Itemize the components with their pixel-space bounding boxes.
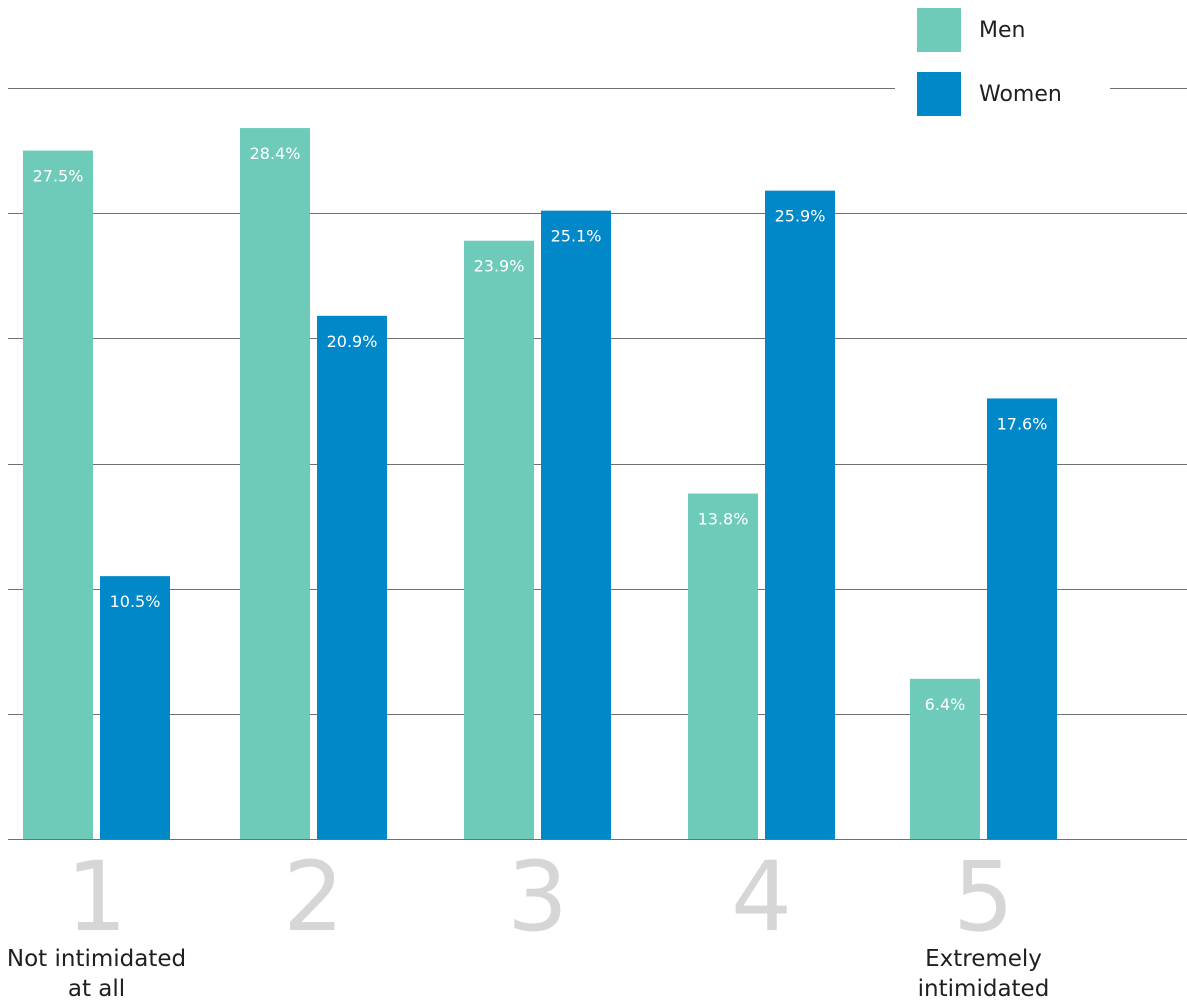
bar-value-label-women-2: 20.9% [327,332,378,351]
bars [23,128,1057,840]
category-caption-1: Not intimidated at all [7,946,186,1002]
category-captions: Not intimidated at all Extremely intimidate… [7,946,1049,1002]
bar-value-label-men-2: 28.4% [250,144,301,163]
category-number-3: 3 [507,841,568,953]
category-number-5: 5 [953,841,1014,953]
bar-value-label-women-5: 17.6% [997,414,1048,433]
category-number-1: 1 [66,841,127,953]
legend-item-women: Women [917,72,1107,120]
chart-legend: Men Women [917,8,1107,118]
bar-women-3 [541,210,611,839]
legend-swatch-women [917,72,961,116]
category-caption-5: Extremely intimidated [918,946,1050,1002]
legend-item-men: Men [917,8,1107,56]
bar-women-4 [765,190,835,840]
category-number-2: 2 [283,841,344,953]
bar-women-1 [100,576,170,839]
bar-value-label-men-1: 27.5% [33,167,84,186]
bar-men-1 [23,150,93,840]
legend-swatch-men [917,8,961,52]
bar-value-label-women-4: 25.9% [775,207,826,226]
bar-value-label-men-5: 6.4% [925,695,966,714]
bar-men-3 [464,240,534,839]
bar-men-2 [240,128,310,839]
legend-label-women: Women [979,82,1062,107]
bar-women-2 [317,315,387,839]
category-numbers: 1 2 3 4 5 [66,841,1014,953]
bar-women-5 [987,398,1057,839]
bar-value-label-men-4: 13.8% [698,510,749,529]
bar-men-4 [688,493,758,839]
bar-value-labels: 27.5% 28.4% 23.9% 13.8% 6.4% 10.5% 20.9% 25.1% 2… [33,144,1048,714]
category-number-4: 4 [731,841,792,953]
bar-men-5 [910,678,980,839]
bar-value-label-men-3: 23.9% [474,257,525,276]
bar-value-label-women-1: 10.5% [110,592,161,611]
bar-value-label-women-3: 25.1% [551,227,602,246]
legend-label-men: Men [979,18,1026,43]
